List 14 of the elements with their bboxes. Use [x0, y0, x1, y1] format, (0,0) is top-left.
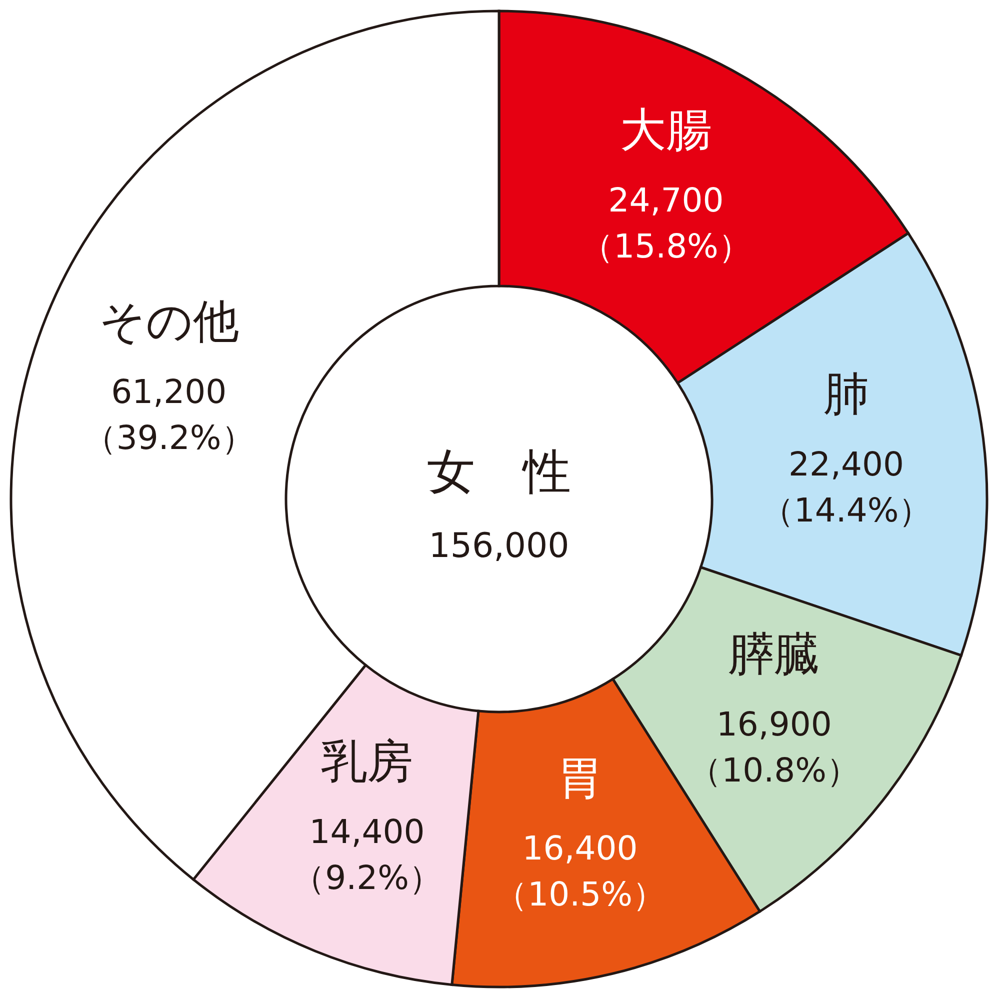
- slice-label: その他: [98, 294, 239, 348]
- data-label: 61,200 （39.2%）: [83, 372, 254, 457]
- data-label: 22,400 （14.4%）: [760, 444, 932, 530]
- text: 156,000: [428, 526, 570, 566]
- text: 女 性: [427, 444, 571, 500]
- slice-label: 肺: [823, 366, 870, 420]
- data-label: 16,400 （10.5%）: [494, 828, 666, 914]
- data-label: 14,400 （9.2%）: [292, 812, 442, 898]
- slice-label: 大腸: [620, 102, 712, 156]
- slice-label: 乳房: [321, 734, 414, 788]
- slice-label: 胃: [557, 750, 604, 804]
- data-label: 24,700 （15.8%）: [580, 180, 752, 266]
- data-label: 16,900 （10.8%）: [688, 704, 860, 790]
- slice-label: 膵臓: [728, 626, 820, 680]
